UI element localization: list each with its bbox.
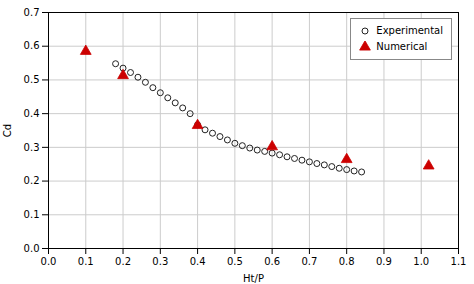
svg-text:0.9: 0.9: [376, 256, 392, 267]
svg-text:0.4: 0.4: [24, 108, 40, 119]
svg-text:0.5: 0.5: [24, 74, 40, 85]
svg-text:0.8: 0.8: [339, 256, 355, 267]
svg-text:0.5: 0.5: [227, 256, 243, 267]
svg-text:0.1: 0.1: [24, 209, 40, 220]
svg-text:1.1: 1.1: [451, 256, 467, 267]
html-text:Experimental: Experimental: [376, 25, 443, 36]
svg-text:Ht/P: Ht/P: [243, 273, 264, 284]
svg-text:0.4: 0.4: [190, 256, 206, 267]
svg-text:0.2: 0.2: [24, 175, 40, 186]
svg-text:0.7: 0.7: [301, 256, 317, 267]
svg-text:0.3: 0.3: [152, 256, 168, 267]
svg-text:0.0: 0.0: [24, 243, 40, 254]
svg-text:1.0: 1.0: [413, 256, 429, 267]
svg-text:0.0: 0.0: [41, 256, 57, 267]
svg-text:Cd: Cd: [2, 124, 13, 137]
svg-text:0.7: 0.7: [24, 7, 40, 18]
svg-text:0.2: 0.2: [115, 256, 131, 267]
svg-text:0.6: 0.6: [24, 40, 40, 51]
svg-text:0.6: 0.6: [264, 256, 280, 267]
svg-text:0.3: 0.3: [24, 142, 40, 153]
svg-text:0.1: 0.1: [78, 256, 94, 267]
html-text:Numerical: Numerical: [376, 41, 428, 52]
